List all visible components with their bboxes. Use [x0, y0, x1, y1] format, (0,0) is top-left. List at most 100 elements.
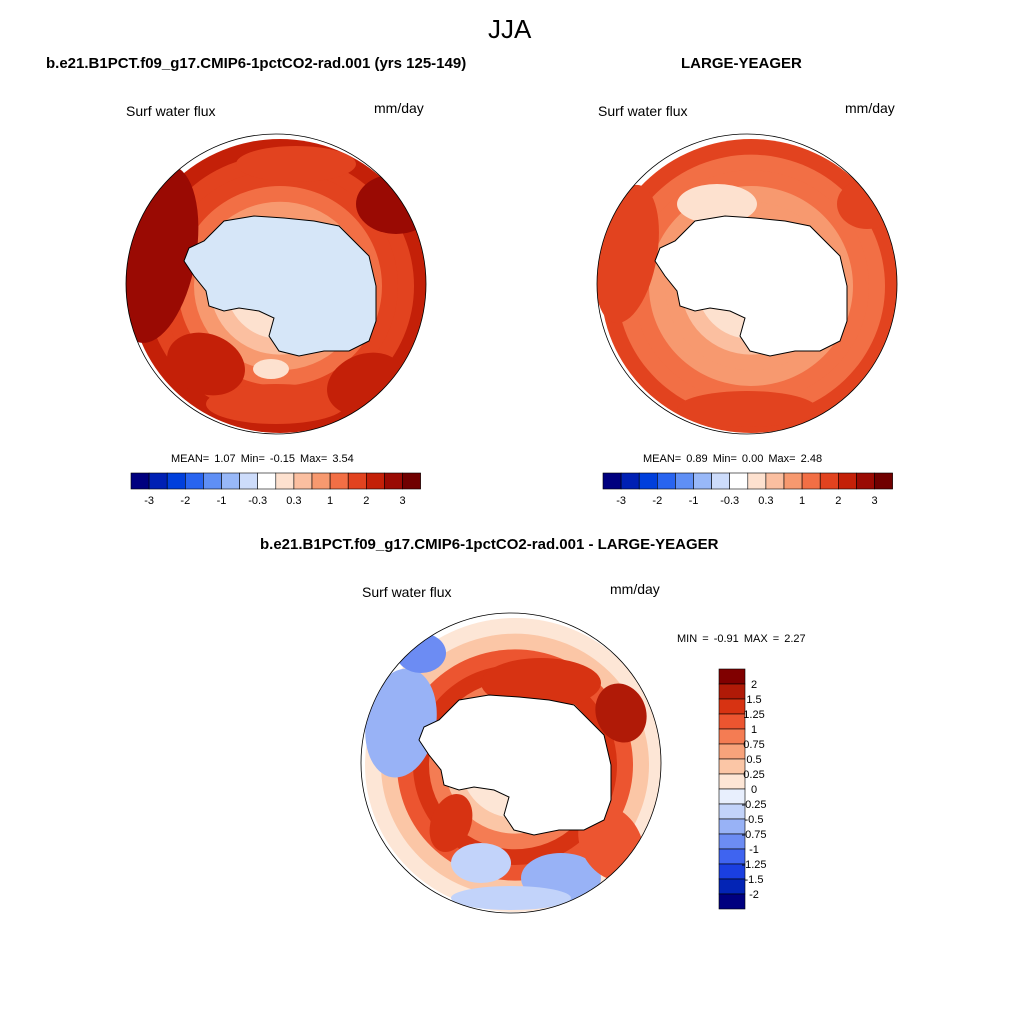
panel-2-colorbar-swatch: [838, 472, 857, 490]
diff-colorbar-swatch: [718, 878, 746, 895]
panel-2-colorbar-swatch: [783, 472, 803, 490]
diff-flux-patch: [429, 793, 473, 853]
panel-2-flux-patch: [677, 184, 757, 224]
panel-2-flux-patch: [837, 179, 897, 229]
panel-1-colorbar-swatch: [148, 472, 168, 490]
diff-colorbar-tick-label: 0.25: [743, 769, 764, 781]
panel-2-colorbar-swatch: [638, 472, 658, 490]
panel-1-colorbar-tick-label: -3: [144, 495, 154, 507]
diff-colorbar: 2 1.5 1.25 1 0.75 0.5 0.25 0 -0.25 -0.5 -0.75 -1 -1.…: [718, 668, 767, 910]
panel-2-colorbar-swatch: [801, 472, 821, 490]
panel-1-colorbar-swatch: [221, 472, 240, 490]
diff-colorbar-swatch: [718, 758, 746, 775]
diff-colorbar-swatch: [718, 698, 746, 715]
panel-1-colorbar-swatch: [184, 472, 204, 490]
diff-flux-patch: [451, 886, 571, 910]
panel-1-flux-patch: [253, 359, 289, 379]
panel-2-case-title: LARGE-YEAGER: [681, 55, 802, 72]
diff-colorbar-tick-label: 1.25: [743, 709, 764, 721]
diff-variable-label: Surf water flux: [362, 584, 452, 600]
diff-flux-patch: [365, 668, 437, 778]
panel-2-stats: MEAN= 0.89 Min= 0.00 Max= 2.48: [643, 453, 823, 465]
diff-title: b.e21.B1PCT.f09_g17.CMIP6-1pctCO2-rad.00…: [260, 536, 719, 553]
panel-2-map: [596, 133, 898, 435]
diff-colorbar-swatch: [718, 728, 746, 745]
diff-flux-patch: [396, 633, 446, 673]
panel-1-colorbar-swatch: [329, 472, 349, 490]
panel-2-antarctica-coastline: [654, 215, 848, 357]
diff-colorbar-swatch: [718, 743, 746, 760]
diff-flux-patch: [481, 658, 601, 708]
diff-colorbar-tick-label: -0.25: [741, 799, 766, 811]
diff-colorbar-swatch: [718, 773, 746, 790]
panel-1-colorbar-swatch: [347, 472, 367, 490]
diff-colorbar-tick-label: 1: [751, 724, 757, 736]
panel-2-map-border: [596, 133, 898, 435]
panel-1-colorbar-swatch: [366, 472, 385, 490]
panel-2-colorbar-tick-label: -0.3: [720, 495, 739, 507]
diff-colorbar-tick-label: -2: [749, 889, 759, 901]
panel-1-units-label: mm/day: [374, 100, 424, 116]
panel-2-colorbar-swatch: [656, 472, 676, 490]
panel-1-flux-patch: [356, 174, 426, 234]
diff-colorbar-tick-label: 2: [751, 679, 757, 691]
diff-antarctica-coastline: [418, 694, 612, 836]
panel-2-colorbar-swatch: [874, 472, 893, 490]
panel-1-flux-patch: [206, 384, 346, 424]
panel-1-colorbar-swatch: [239, 472, 258, 490]
diff-colorbar-tick-label: -0.5: [745, 814, 764, 826]
panel-1-colorbar-swatch: [384, 472, 403, 490]
panel-2-colorbar-swatch: [819, 472, 839, 490]
diff-map: [360, 612, 662, 914]
diff-colorbar-tick-label: 0.75: [743, 739, 764, 751]
diff-colorbar-tick-label: -1: [749, 844, 759, 856]
page-title: JJA: [488, 14, 532, 44]
panel-2-colorbar-swatch: [693, 472, 712, 490]
diff-colorbar-swatch: [718, 713, 746, 730]
panel-2-colorbar-swatch: [747, 472, 767, 490]
diff-colorbar-tick-label: -0.75: [741, 829, 766, 841]
diff-colorbar-tick-label: 1.5: [746, 694, 761, 706]
diff-flux-patch: [451, 843, 511, 883]
panel-1-colorbar-tick-label: -2: [180, 495, 190, 507]
panel-2-colorbar-tick-label: 0.3: [758, 495, 773, 507]
panel-1-colorbar-swatch: [402, 472, 421, 490]
panel-1-colorbar-swatch: [203, 472, 222, 490]
panel-2-colorbar-swatch: [602, 472, 622, 490]
panel-2-colorbar-swatch: [675, 472, 694, 490]
panel-2-flux-patch: [677, 391, 817, 427]
panel-1-colorbar-tick-label: -1: [217, 495, 227, 507]
panel-2-colorbar-tick-label: -2: [652, 495, 662, 507]
diff-colorbar-tick-label: 0: [751, 784, 757, 796]
panel-2-colorbar-tick-label: 1: [799, 495, 805, 507]
diff-colorbar-tick-label: -1.25: [741, 859, 766, 871]
panel-1-colorbar-swatch: [130, 472, 150, 490]
diff-colorbar-tick-label: -1.5: [745, 874, 764, 886]
panel-2-colorbar: -3 -2 -1 -0.3 0.3 1 2 3: [602, 472, 893, 507]
panel-1-colorbar-swatch: [257, 472, 277, 490]
panel-2-colorbar-swatch: [729, 472, 749, 490]
panel-2-colorbar-tick-label: -1: [689, 495, 699, 507]
panel-1-antarctica-coastline: [183, 215, 377, 357]
panel-1-map: [125, 133, 427, 435]
panel-2-colorbar-swatch: [856, 472, 875, 490]
panel-1-colorbar-tick-label: 0.3: [286, 495, 301, 507]
panel-1-colorbar-tick-label: 3: [399, 495, 405, 507]
diff-colorbar-swatch: [718, 668, 746, 685]
panel-1-flux-patch: [236, 146, 356, 182]
panel-2-colorbar-swatch: [711, 472, 730, 490]
panel-2-variable-label: Surf water flux: [598, 103, 688, 119]
panel-1-colorbar: -3 -2 -1 -0.3 0.3 1 2 3: [130, 472, 421, 507]
panel-2-colorbar-tick-label: 3: [871, 495, 877, 507]
panel-2-colorbar-swatch: [620, 472, 640, 490]
panel-1-colorbar-swatch: [311, 472, 331, 490]
panel-1-variable-label: Surf water flux: [126, 103, 216, 119]
panel-2-units-label: mm/day: [845, 100, 895, 116]
panel-1-colorbar-swatch: [275, 472, 295, 490]
diff-minmax: MIN = -0.91 MAX = 2.27: [677, 633, 806, 645]
panel-2-colorbar-tick-label: -3: [616, 495, 626, 507]
panel-1-colorbar-swatch: [166, 472, 186, 490]
diff-colorbar-swatch: [718, 683, 746, 700]
diff-flux-patch: [595, 683, 647, 743]
panel-2-colorbar-swatch: [765, 472, 785, 490]
